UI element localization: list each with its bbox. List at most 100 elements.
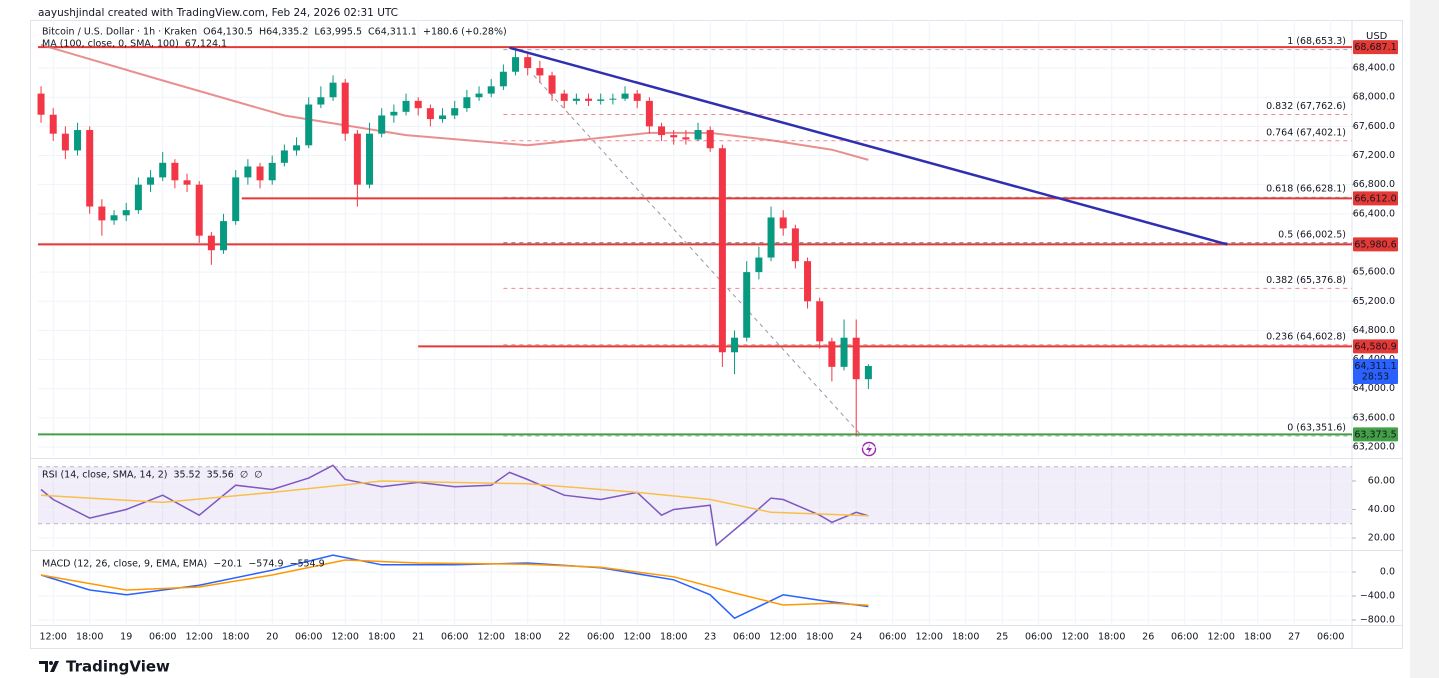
indicator-line — [40, 480, 869, 517]
candle-body — [743, 272, 751, 338]
price-label-box — [1353, 237, 1398, 252]
price-label-box — [1353, 40, 1398, 55]
x-tick-label: 18:00 — [952, 632, 979, 643]
candle-body — [804, 261, 812, 302]
candle-body — [426, 108, 434, 120]
fib-label: 0.236 (64,602.8) — [1266, 331, 1346, 342]
candle-body — [645, 100, 653, 127]
y-tick-label: 66,400.0 — [1353, 208, 1395, 219]
y-tick-label: 68,000.0 — [1353, 92, 1395, 103]
countdown: 28:53 — [1362, 372, 1389, 383]
candle-body — [597, 99, 605, 101]
candle-body — [49, 114, 57, 134]
brand-logo — [39, 661, 59, 672]
x-tick-label: 26 — [1142, 632, 1154, 643]
candle-body — [439, 115, 447, 120]
price-label: 64,580.9 — [1354, 341, 1396, 352]
candle-body — [183, 180, 191, 185]
legend-item: −574.9 — [248, 559, 283, 570]
x-tick-label: 22 — [558, 632, 570, 643]
legend-item: −20.1 — [213, 559, 242, 570]
candle-body — [232, 177, 240, 222]
x-tick-label: 06:00 — [149, 632, 176, 643]
y-tick-label: 67,600.0 — [1353, 121, 1395, 132]
x-tick-label: 06:00 — [733, 632, 760, 643]
legend-item: ∅ — [240, 470, 248, 481]
x-tick-label: 18:00 — [222, 632, 249, 643]
y-tick-label: 68,400.0 — [1353, 63, 1395, 74]
candle-body — [451, 108, 459, 116]
x-tick-label: 20 — [266, 632, 278, 643]
fib-label: 1 (68,653.3) — [1287, 36, 1346, 47]
candle-body — [414, 100, 422, 109]
x-tick-label: 12:00 — [1208, 632, 1235, 643]
candle-body — [378, 115, 386, 134]
candle-body — [560, 93, 568, 101]
candle-body — [767, 217, 775, 258]
x-tick-label: 27 — [1288, 632, 1300, 643]
x-tick-label: 12:00 — [624, 632, 651, 643]
price-label-box — [1353, 191, 1398, 206]
candle-body — [621, 93, 629, 99]
currency: USD — [1366, 31, 1388, 42]
y-tick-label: 63,600.0 — [1353, 412, 1395, 423]
moving-average — [40, 43, 869, 161]
candle-body — [585, 98, 593, 101]
candle-body — [548, 75, 556, 94]
legend-item: 35.56 — [207, 470, 234, 481]
x-tick-label: 12:00 — [1062, 632, 1089, 643]
candle-body — [402, 100, 410, 112]
fib-label: 0.618 (66,628.1) — [1266, 184, 1346, 195]
x-tick-label: 12:00 — [40, 632, 67, 643]
candle-body — [256, 166, 264, 181]
x-tick-label: 21 — [412, 632, 424, 643]
candle-body — [512, 57, 520, 72]
legend-item: Bitcoin / U.S. Dollar · 1h · Kraken — [42, 27, 197, 38]
trendline — [509, 46, 1228, 246]
candle-body — [828, 341, 836, 367]
candle-body — [633, 93, 641, 101]
candle-body — [280, 150, 288, 163]
y-tick-label: 65,600.0 — [1353, 267, 1395, 278]
fib-label: 0.832 (67,762.6) — [1266, 101, 1346, 112]
candle-body — [305, 104, 313, 146]
candle-body — [475, 93, 483, 98]
x-tick-label: 18:00 — [514, 632, 541, 643]
legend-item: MA (100, close, 0, SMA, 100) — [42, 39, 179, 50]
candle-body — [755, 257, 763, 273]
rsi-band — [38, 466, 1352, 524]
x-tick-label: 18:00 — [660, 632, 687, 643]
fib-label: 0 (63,351.6) — [1287, 422, 1346, 433]
x-tick-label: 06:00 — [1317, 632, 1344, 643]
candle-body — [147, 177, 155, 185]
fib-label: 0.5 (66,002.5) — [1278, 229, 1346, 240]
candle-body — [499, 71, 507, 87]
y-tick-label: 67,200.0 — [1353, 150, 1395, 161]
y-tick-label: 64,000.0 — [1353, 383, 1395, 394]
legend-item: +180.6 (+0.28%) — [423, 27, 507, 38]
x-tick-label: 23 — [704, 632, 716, 643]
candle-body — [293, 145, 301, 151]
replay-icon — [861, 441, 877, 457]
candle-body — [159, 162, 167, 178]
y-tick-label: 60.00 — [1368, 475, 1395, 486]
fib-label: 0.382 (65,376.8) — [1266, 275, 1346, 286]
price-label: 66,612.0 — [1354, 193, 1396, 204]
x-tick-label: 18:00 — [76, 632, 103, 643]
x-tick-label: 18:00 — [1244, 632, 1271, 643]
candle-body — [122, 210, 130, 216]
candle-body — [731, 337, 739, 353]
candle-body — [609, 98, 617, 100]
candle-body — [317, 97, 325, 105]
candle-body — [816, 301, 824, 342]
x-tick-label: 06:00 — [441, 632, 468, 643]
legend-item: MACD (12, 26, close, 9, EMA, EMA) — [42, 559, 207, 570]
candle-body — [353, 133, 361, 185]
price-label: 65,980.6 — [1354, 239, 1396, 250]
legend-item: RSI (14, close, SMA, 14, 2) — [42, 470, 167, 481]
legend-item: −554.9 — [290, 559, 325, 570]
legend-item: O64,130.5 — [203, 27, 253, 38]
candle-body — [37, 93, 45, 115]
